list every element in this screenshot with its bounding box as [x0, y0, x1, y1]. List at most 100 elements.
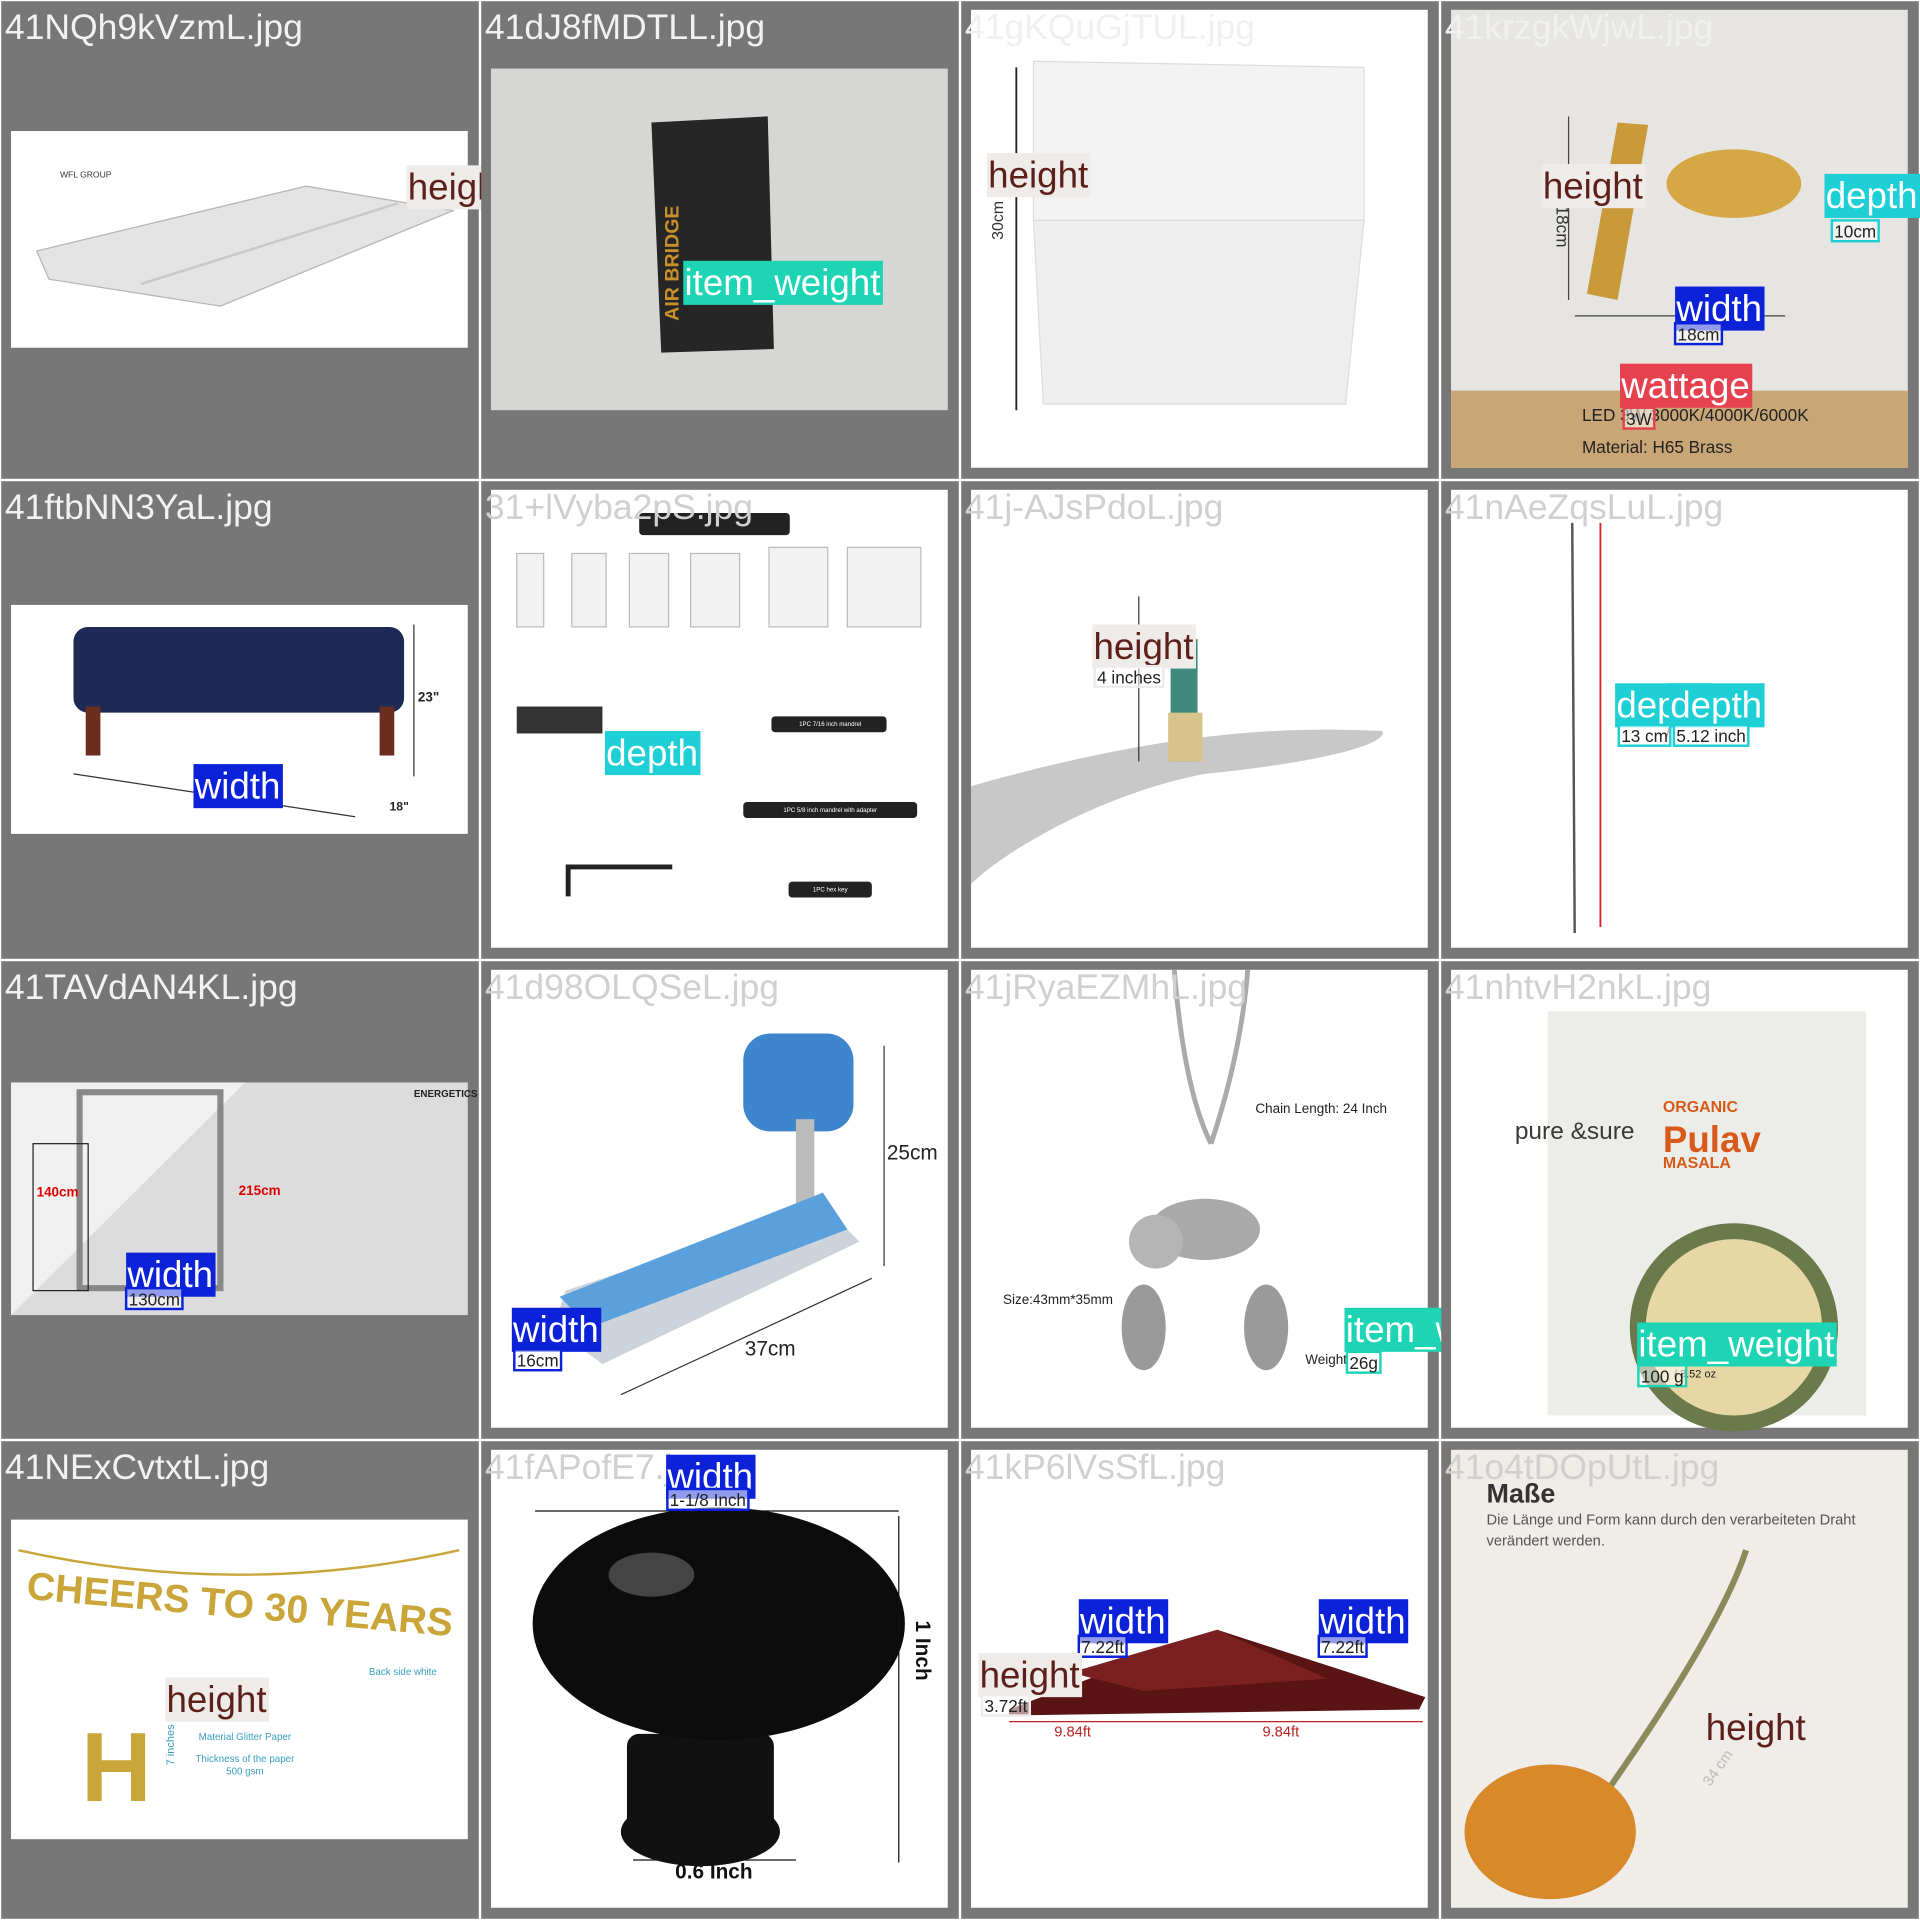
- filename: 41kP6lVsSfL.jpg: [965, 1447, 1226, 1487]
- annotation-value: 7.22ft: [1321, 1637, 1364, 1657]
- image-shape: [565, 864, 673, 897]
- annotation-value: 4 inches: [1097, 667, 1161, 687]
- tile: Maße Die Länge und Form kann durch den ve…: [1441, 1441, 1919, 1919]
- image-text: Material Glitter Paper: [199, 1732, 292, 1743]
- tile: 23" 18" 41ftbNN3YaL.jpg width: [1, 481, 479, 959]
- tile: Chain Length: 24 Inch Size:43mm*35mm Weigh…: [961, 961, 1545, 1439]
- image-text: 25cm: [887, 1142, 938, 1165]
- annotation-label: height: [1543, 165, 1643, 206]
- image-shape: [516, 706, 603, 734]
- annotation-value-box: [1622, 406, 1656, 430]
- image-shape: [628, 552, 670, 628]
- annotation-value: 10cm: [1834, 222, 1876, 242]
- annotation-label-box: [1704, 1705, 1809, 1750]
- annotation-value-box: [1637, 1364, 1688, 1388]
- image-text: 215cm: [239, 1183, 281, 1198]
- image-text: 1PC hex key: [813, 886, 849, 893]
- annotation-value: 7.22ft: [1081, 1637, 1124, 1657]
- annotation-value-box: [1317, 1634, 1368, 1658]
- image-shape: [743, 802, 918, 818]
- tile: 140cm 215cmENERGETICS41TAVdAN4KL.jpgwidth…: [1, 961, 479, 1439]
- annotation-label: depth: [1826, 175, 1918, 216]
- annotation-label-box: [165, 1677, 270, 1722]
- annotation-label: depth: [606, 732, 698, 773]
- annotation-label-box: [978, 1653, 1083, 1698]
- annotation-label: height: [167, 1679, 267, 1720]
- annotation-label: height: [1093, 626, 1193, 667]
- image-text: WFL GROUP: [60, 170, 112, 180]
- annotation-value-box: [1077, 1634, 1128, 1658]
- annotation-label-box: [1637, 1322, 1837, 1367]
- annotation-value-box: [1672, 723, 1750, 747]
- image-text: ORGANIC: [1663, 1099, 1739, 1116]
- annotation-label: item_weight: [684, 262, 880, 303]
- filename: 31+lVyba2pS.jpg: [485, 487, 753, 527]
- annotation-label-box: [1620, 363, 1753, 408]
- image-text: 140cm: [37, 1184, 79, 1199]
- filename: 41nAeZqsLuL.jpg: [1445, 487, 1723, 527]
- annotation-label: height: [980, 1654, 1080, 1695]
- image-shape: [639, 513, 790, 536]
- image-text: 18cm: [1552, 206, 1572, 248]
- annotation-label: width: [1675, 288, 1762, 329]
- image-text: pure &sure: [1515, 1118, 1635, 1145]
- image-shape: [571, 552, 607, 628]
- tile: 30cm 41gKQuGjTUL.jpg height: [961, 1, 1439, 479]
- annotation-value-box: [1093, 664, 1165, 689]
- filename: 41krzgkWjwL.jpg: [1445, 7, 1713, 47]
- annotation-label-box: [683, 260, 883, 305]
- filename: 41dJ8fMDTLL.jpg: [485, 7, 765, 47]
- image-shape: [788, 881, 872, 898]
- image-shape: [1244, 1284, 1289, 1371]
- filename: 41NQh9kVzmL.jpg: [5, 7, 303, 47]
- image-text: Back side white: [369, 1667, 437, 1678]
- image-shape: [1464, 1764, 1636, 1900]
- annotation-label-box: [1092, 624, 1196, 669]
- tile: AIR BRIDGE 41dJ8fMDTLL.jpg item_weight: [481, 1, 959, 479]
- annotation-label-box: [1541, 164, 1646, 209]
- image-shape: [85, 706, 101, 756]
- annotation-label: item_weight: [1638, 1324, 1834, 1365]
- image-text: verändert werden.: [1487, 1533, 1605, 1549]
- annotation-value: 26g: [1349, 1353, 1378, 1373]
- annotation-value: 16cm: [517, 1351, 559, 1371]
- annotation-label: height: [1706, 1707, 1806, 1748]
- annotation-label-box: [511, 1307, 602, 1352]
- image-shape: [11, 1082, 245, 1316]
- image-shape: [743, 1033, 854, 1132]
- image-text: 1PC 5/8 inch mandrel with adapter: [783, 807, 877, 814]
- image-text: 0.6 Inch: [675, 1860, 752, 1883]
- annotation-value-box: [980, 1693, 1032, 1717]
- annotation-label: width: [1319, 1600, 1406, 1641]
- image-text: ENERGETICS: [414, 1089, 478, 1100]
- annotation-label: width: [1079, 1600, 1166, 1641]
- filename: 41o4tDOpUtL.jpg: [1445, 1447, 1719, 1487]
- annotation-value-box: [666, 1487, 750, 1512]
- annotation-label: width: [512, 1309, 599, 1350]
- image-text: 500 gsm: [226, 1766, 264, 1777]
- image-text: AIR BRIDGE: [661, 206, 683, 321]
- filename: 41jRyaEZMhL.jpg: [965, 967, 1247, 1007]
- image-shape: [559, 1192, 848, 1328]
- image-text: / 3.52 oz: [1674, 1369, 1716, 1381]
- annotation-label: wattage: [1620, 365, 1750, 406]
- annotation-value-box: [513, 1348, 563, 1372]
- annotation-value: 18cm: [1678, 324, 1720, 344]
- annotation-value: 3.72ft: [984, 1696, 1027, 1716]
- annotation-value: 100 g: [1641, 1366, 1684, 1386]
- annotation-value: 1-1/8 Inch: [670, 1490, 746, 1510]
- annotation-value-box: [1830, 219, 1880, 243]
- annotation-value-box: [1617, 723, 1672, 747]
- annotation-label: width: [194, 765, 281, 806]
- image-text: 9.84ft: [1054, 1724, 1091, 1740]
- annotation-value: 5.12 inch: [1676, 726, 1746, 746]
- image-text: H: [81, 1712, 152, 1822]
- image-shape: [1171, 969, 1251, 1145]
- filename: 41j-AJsPdoL.jpg: [965, 487, 1224, 527]
